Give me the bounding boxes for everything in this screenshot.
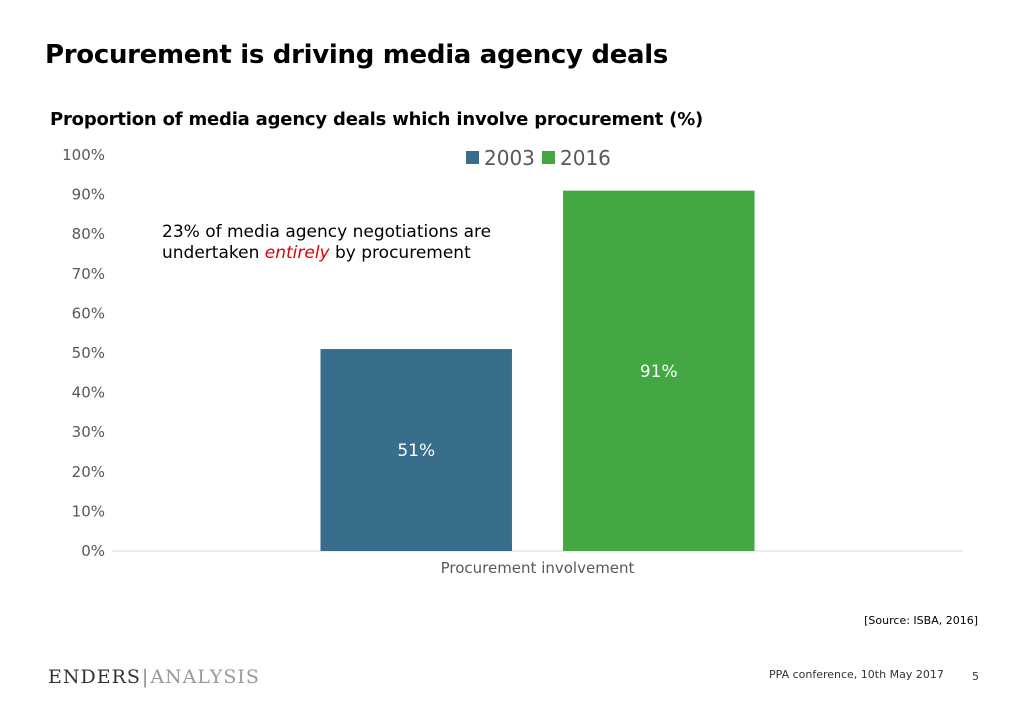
y-tick-label: 30% [72, 423, 105, 441]
legend-swatch-2016 [542, 151, 555, 164]
y-tick-label: 100% [62, 146, 105, 164]
bar-2016 [563, 190, 755, 551]
x-axis-labels: Procurement involvement [441, 559, 635, 577]
data-label-2016: 91% [640, 362, 678, 382]
logo-part-analysis: ANALYSIS [150, 666, 260, 688]
legend-label-2003: 2003 [484, 146, 535, 170]
y-tick-label: 20% [72, 463, 105, 481]
legend: 2003 2016 [466, 146, 611, 170]
legend-label-2016: 2016 [560, 146, 611, 170]
bar-2003 [320, 349, 512, 551]
footer-text: PPA conference, 10th May 2017 [769, 668, 944, 681]
y-tick-label: 10% [72, 502, 105, 520]
y-tick-label: 90% [72, 186, 105, 204]
bar-chart: 0% 10% 20% 30% 40% 50% 60% 70% 80% 90% 100% 51% 91%… [62, 146, 963, 577]
source-note: [Source: ISBA, 2016] [864, 614, 978, 627]
chart-title: Proportion of media agency deals which i… [50, 109, 704, 130]
slide-title: Procurement is driving media agency deal… [45, 40, 669, 70]
y-tick-label: 0% [81, 542, 105, 560]
chart-annotation: 23% of media agency negotiations are und… [162, 222, 502, 264]
legend-swatch-2003 [466, 151, 479, 164]
bars: 51% 91% [320, 190, 755, 551]
y-axis: 0% 10% 20% 30% 40% 50% 60% 70% 80% 90% 100% [62, 146, 105, 560]
y-tick-label: 80% [72, 225, 105, 243]
data-label-2003: 51% [397, 441, 435, 461]
logo-separator: | [141, 666, 150, 688]
y-tick-label: 70% [72, 265, 105, 283]
annotation-emphasis: entirely [264, 243, 330, 263]
page-number: 5 [972, 670, 979, 683]
logo-part-enders: ENDERS [48, 666, 141, 688]
y-tick-label: 50% [72, 344, 105, 362]
y-tick-label: 60% [72, 304, 105, 322]
x-tick-label: Procurement involvement [441, 559, 635, 577]
enders-analysis-logo: ENDERS|ANALYSIS [48, 666, 260, 688]
y-tick-label: 40% [72, 384, 105, 402]
annotation-text-after: by procurement [329, 243, 471, 263]
annotation-text-before: 23% of media agency negotiations are und… [162, 222, 492, 263]
